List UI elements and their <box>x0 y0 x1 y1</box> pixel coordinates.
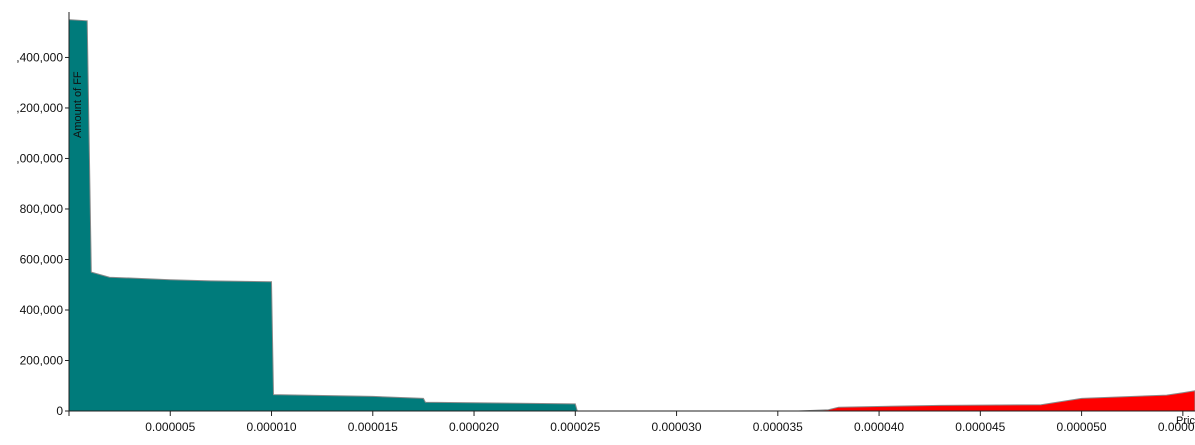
y-tick-label: ,200,000 <box>16 101 63 115</box>
x-tick-label: 0.000045 <box>955 420 1005 434</box>
x-tick-label: 0.000055 <box>1158 420 1195 434</box>
x-tick-label: 0.000020 <box>449 420 499 434</box>
x-tick-label: 0.000035 <box>753 420 803 434</box>
y-tick-label: 400,000 <box>20 303 64 317</box>
y-tick-label: 200,000 <box>20 353 64 367</box>
series-area-asks <box>798 390 1195 412</box>
x-tick-label: 0.000030 <box>652 420 702 434</box>
y-tick-label: ,000,000 <box>16 151 63 165</box>
tick-layer: ,400,000 ,200,000 ,000,000 800,000 600,000 40… <box>16 50 1195 434</box>
x-tick-label: 0.000040 <box>854 420 904 434</box>
x-axis-title: Price <box>1176 415 1195 427</box>
x-tick-label: 0.000050 <box>1057 420 1107 434</box>
axis-layer <box>68 12 1195 412</box>
y-tick-label: 800,000 <box>20 202 64 216</box>
y-axis-title: Amount of FF <box>72 71 84 138</box>
x-tick-label: 0.000010 <box>246 420 296 434</box>
y-tick-label: ,400,000 <box>16 50 63 64</box>
x-tick-label: 0.000015 <box>348 420 398 434</box>
x-tick-label: 0.000005 <box>145 420 195 434</box>
y-tick-label: 600,000 <box>20 252 64 266</box>
series-layer <box>68 19 1195 412</box>
x-tick-label: 0.000025 <box>550 420 600 434</box>
y-tick-label: 0 <box>56 404 63 418</box>
series-area-bids <box>68 19 578 412</box>
